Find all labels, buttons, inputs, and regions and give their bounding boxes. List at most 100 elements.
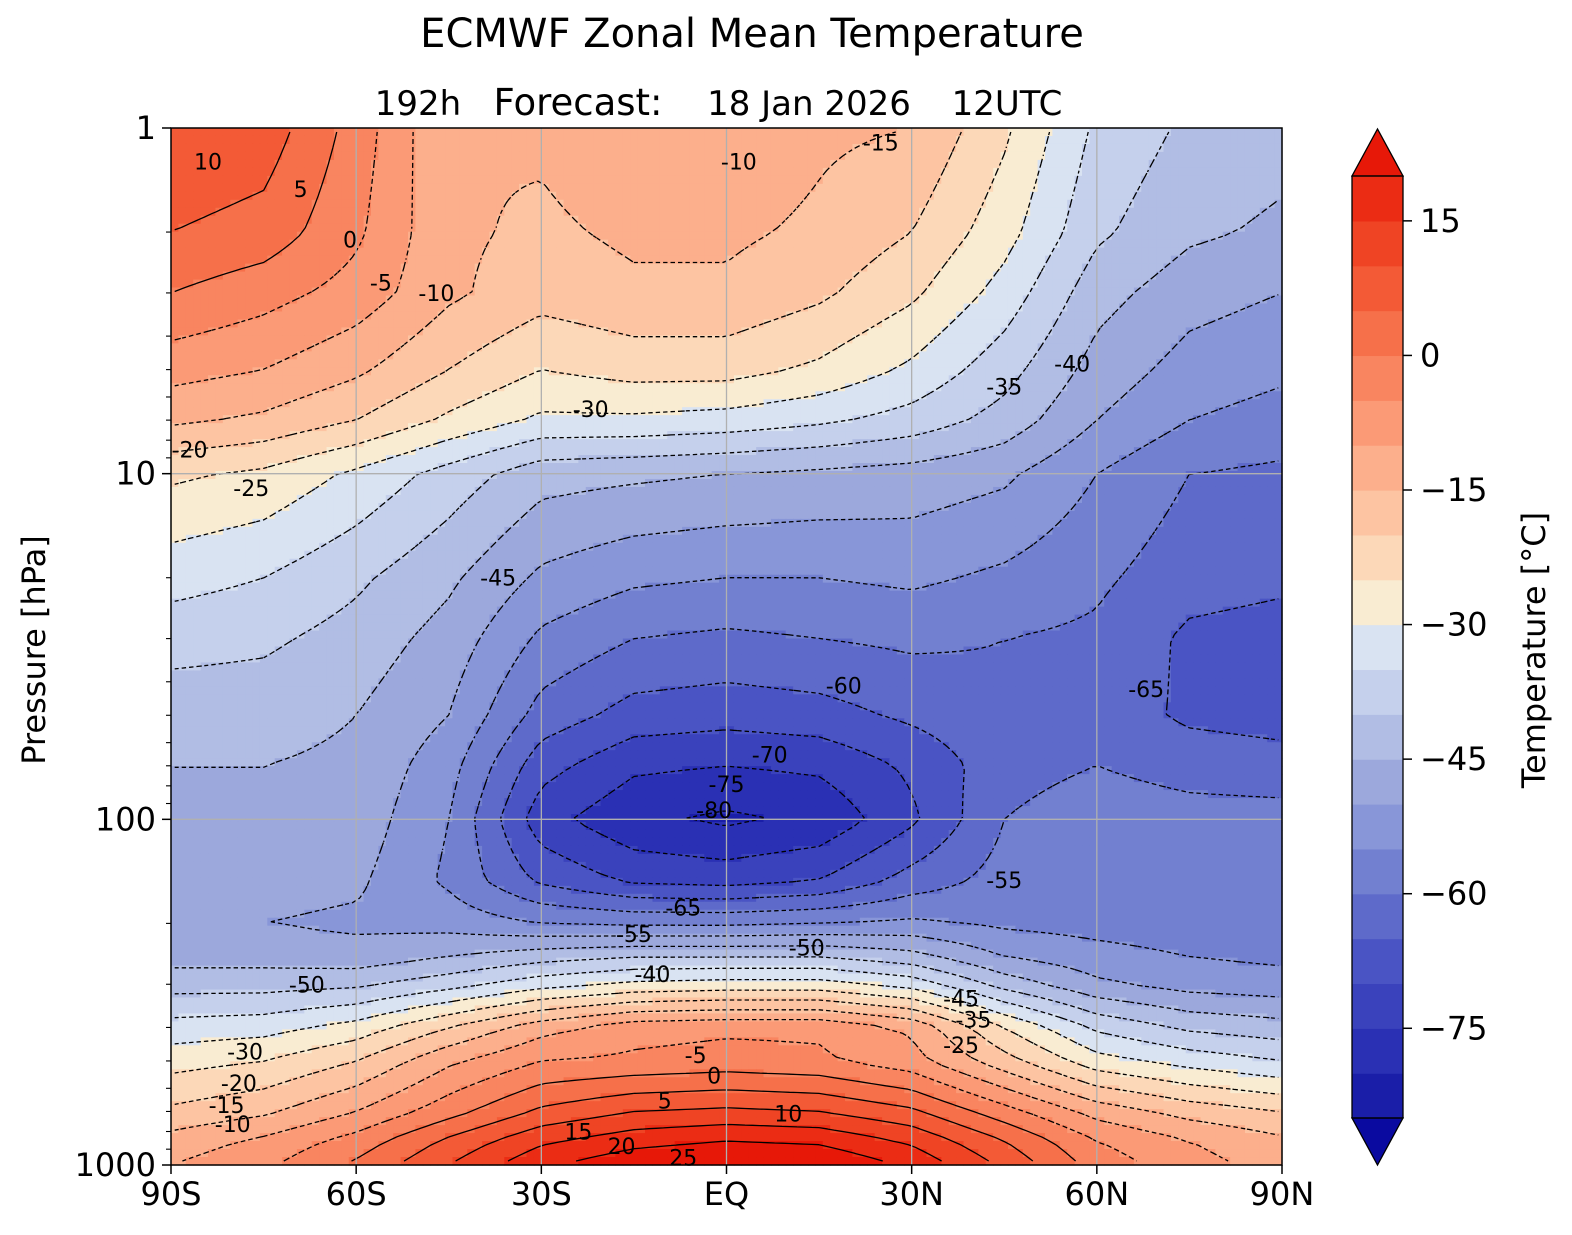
field-cell	[978, 255, 987, 265]
field-cell	[541, 359, 550, 368]
field-cell	[1096, 231, 1105, 241]
field-cell	[296, 383, 305, 392]
field-cell	[430, 135, 439, 145]
field-cell	[763, 247, 772, 257]
field-cell	[526, 159, 535, 169]
field-cell	[274, 207, 283, 217]
field-cell	[333, 375, 342, 384]
field-cell	[578, 279, 587, 289]
field-cell	[993, 191, 1002, 201]
field-cell	[563, 383, 572, 392]
field-cell	[496, 143, 505, 153]
field-cell	[267, 391, 276, 400]
field-cell	[319, 287, 328, 297]
field-cell	[437, 271, 446, 281]
field-cell	[222, 239, 231, 249]
field-cell	[333, 263, 342, 273]
field-cell	[637, 175, 646, 185]
field-cell	[763, 128, 772, 137]
field-cell	[1067, 183, 1076, 193]
field-cell	[1059, 367, 1068, 376]
field-cell	[563, 215, 572, 225]
field-cell	[719, 247, 728, 257]
field-cell	[430, 191, 439, 201]
field-cell	[933, 167, 942, 177]
field-cell	[333, 207, 342, 217]
field-cell	[859, 319, 868, 329]
field-cell	[452, 335, 461, 344]
field-cell	[267, 311, 276, 321]
field-cell	[1215, 223, 1224, 233]
field-cell	[200, 367, 209, 376]
field-cell	[682, 191, 691, 201]
field-cell	[704, 143, 713, 153]
field-cell	[733, 263, 742, 273]
field-cell	[1089, 263, 1098, 273]
field-cell	[926, 303, 935, 313]
field-cell	[845, 311, 854, 321]
field-cell	[815, 311, 824, 321]
field-cell	[245, 191, 254, 201]
field-cell	[748, 215, 757, 225]
field-cell	[215, 327, 224, 336]
field-cell	[1193, 343, 1202, 352]
field-cell	[1215, 367, 1224, 376]
field-cell	[585, 327, 594, 336]
field-cell	[711, 191, 720, 201]
field-cell	[1037, 183, 1046, 193]
field-cell	[1096, 327, 1105, 336]
field-cell	[222, 287, 231, 297]
field-cell	[1059, 343, 1068, 352]
field-cell	[230, 351, 239, 360]
field-cell	[889, 135, 898, 145]
field-cell	[1141, 359, 1150, 368]
field-cell	[845, 271, 854, 281]
field-cell	[467, 191, 476, 201]
field-cell	[282, 159, 291, 169]
field-cell	[889, 263, 898, 273]
field-cell	[607, 263, 616, 273]
field-cell	[933, 231, 942, 241]
field-cell	[926, 319, 935, 329]
field-cell	[719, 255, 728, 265]
field-cell	[474, 231, 483, 241]
field-cell	[933, 359, 942, 368]
field-cell	[830, 279, 839, 289]
field-cell	[1222, 303, 1231, 313]
field-cell	[837, 335, 846, 344]
field-cell	[452, 183, 461, 193]
field-cell	[585, 279, 594, 289]
field-cell	[333, 303, 342, 313]
field-cell	[222, 167, 231, 177]
field-cell	[667, 247, 676, 257]
field-cell	[1067, 263, 1076, 273]
field-cell	[1030, 343, 1039, 352]
field-cell	[504, 231, 513, 241]
field-cell	[519, 327, 528, 336]
field-cell	[659, 247, 668, 257]
field-cell	[1215, 151, 1224, 161]
field-cell	[578, 255, 587, 265]
field-cell	[1007, 207, 1016, 217]
field-cell	[785, 207, 794, 217]
field-cell	[911, 311, 920, 321]
field-cell	[370, 183, 379, 193]
field-cell	[304, 207, 313, 217]
field-cell	[1000, 183, 1009, 193]
field-cell	[474, 159, 483, 169]
field-cell	[652, 151, 661, 161]
field-cell	[496, 271, 505, 281]
field-cell	[645, 287, 654, 297]
field-cell	[230, 231, 239, 241]
field-cell	[282, 343, 291, 352]
field-cell	[208, 199, 217, 209]
field-cell	[452, 343, 461, 352]
field-cell	[711, 239, 720, 249]
field-cell	[171, 183, 180, 193]
field-cell	[267, 239, 276, 249]
field-cell	[830, 159, 839, 169]
field-cell	[430, 215, 439, 225]
field-cell	[615, 199, 624, 209]
field-cell	[415, 231, 424, 241]
field-cell	[1200, 287, 1209, 297]
